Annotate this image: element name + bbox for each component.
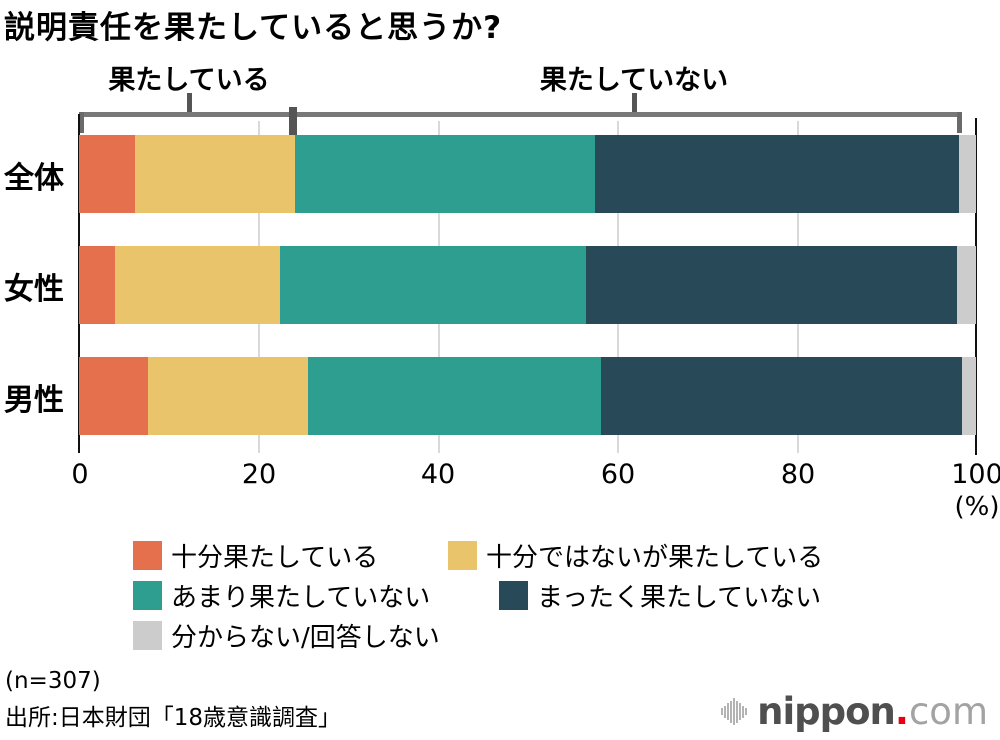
bar-segment	[585, 246, 958, 324]
bar-segment	[279, 246, 586, 324]
bracket-line	[79, 112, 962, 117]
bar-segment	[148, 357, 308, 435]
legend-swatch-dont-know	[133, 621, 162, 650]
category-label-female: 女性	[4, 272, 64, 307]
legend-item-not-at-all: まったく果たしていない	[499, 577, 821, 614]
legend-label-fully: 十分果たしている	[171, 543, 379, 573]
bar-segment	[601, 357, 962, 435]
bar-segment	[79, 246, 115, 324]
x-tick-100: 100	[951, 459, 1000, 490]
bracket-left-cap	[79, 112, 84, 133]
bar-segment	[961, 357, 976, 435]
legend-label-somewhat: 十分ではないが果たしている	[486, 543, 824, 573]
bar-segment	[307, 357, 602, 435]
legend-item-somewhat: 十分ではないが果たしている	[448, 537, 823, 574]
stacked-bar-male	[79, 357, 976, 435]
bar-segment	[295, 135, 595, 213]
x-tick-0: 0	[71, 459, 89, 490]
legend-item-fully: 十分果たしている	[133, 537, 378, 574]
bracket-label-not-fulfilling: 果たしていない	[539, 65, 729, 96]
bar-segment	[114, 246, 280, 324]
soundwave-icon	[721, 698, 748, 725]
category-label-total: 全体	[4, 161, 64, 196]
legend-label-not-at-all: まったく果たしていない	[537, 583, 822, 613]
stacked-bar-female	[79, 246, 976, 324]
sample-size-note: (n=307)	[5, 668, 101, 694]
bar-segment	[957, 246, 976, 324]
x-tick-20: 20	[241, 459, 277, 490]
bracket-stem-fulfilling	[187, 93, 192, 113]
legend-item-not-really: あまり果たしていない	[133, 577, 430, 614]
logo-dot: .	[894, 690, 909, 733]
category-label-male: 男性	[4, 383, 64, 418]
legend-swatch-not-really	[133, 581, 162, 610]
bracket-label-fulfilling: 果たしている	[108, 65, 270, 96]
axis-line-100	[975, 118, 977, 455]
x-tick-60: 60	[600, 459, 636, 490]
bar-segment	[79, 357, 149, 435]
x-tick-80: 80	[780, 459, 816, 490]
legend-swatch-fully	[133, 541, 162, 570]
bracket-stem-not-fulfilling	[632, 93, 637, 113]
legend-label-dont-know: 分からない/回答しない	[171, 623, 440, 653]
bar-segment	[79, 135, 135, 213]
bracket-divider	[289, 107, 297, 135]
legend-item-dont-know: 分からない/回答しない	[133, 617, 440, 654]
legend-swatch-not-at-all	[499, 581, 528, 610]
axis-unit-label: (%)	[954, 492, 1000, 522]
bracket-right-cap	[957, 112, 962, 133]
chart-title: 説明責任を果たしていると思うか?	[4, 10, 503, 46]
bar-segment	[594, 135, 959, 213]
x-tick-40: 40	[420, 459, 456, 490]
logo-brand-text: nippon	[757, 690, 896, 733]
bar-segment	[134, 135, 296, 213]
source-note: 出所:日本財団「18歳意識調査」	[5, 705, 342, 731]
stacked-bar-total	[79, 135, 976, 213]
logo-suffix-text: com	[908, 690, 988, 733]
legend-swatch-somewhat	[448, 541, 477, 570]
nippon-com-logo: nippon . com	[721, 690, 988, 733]
bar-segment	[958, 135, 976, 213]
legend-label-not-really: あまり果たしていない	[171, 583, 431, 613]
